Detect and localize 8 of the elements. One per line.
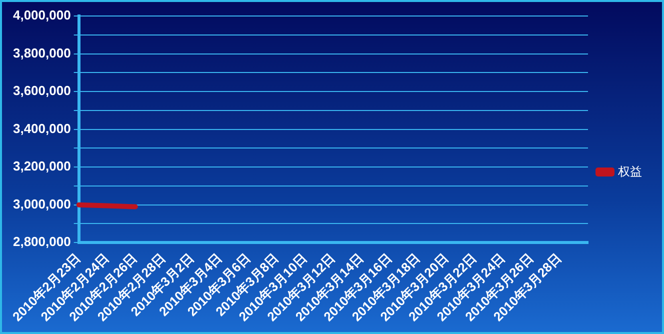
y-tick-label: 3,000,000 <box>12 196 71 212</box>
y-tick-label: 2,800,000 <box>12 234 71 250</box>
y-tick-label: 3,400,000 <box>12 120 71 136</box>
y-tick-label: 3,600,000 <box>12 83 71 98</box>
y-tick-label: 3,200,000 <box>12 158 71 174</box>
legend-label: 权益 <box>617 164 642 178</box>
y-tick-label: 3,800,000 <box>12 45 71 60</box>
y-tick-label: 4,000,000 <box>12 8 71 23</box>
